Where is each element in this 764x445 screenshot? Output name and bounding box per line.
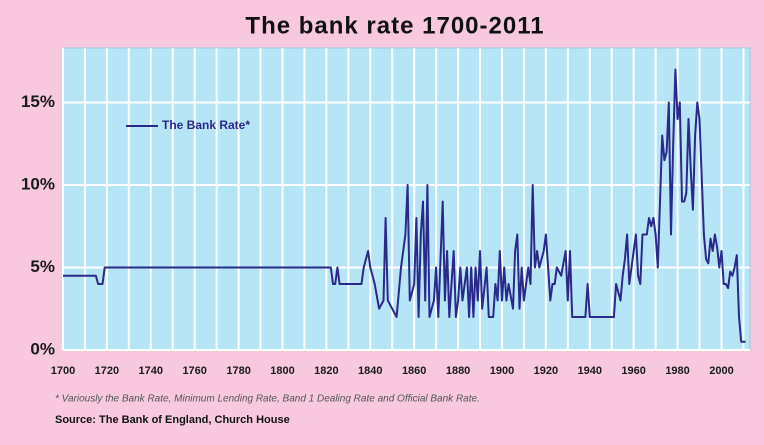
y-tick-label: 0% [30, 339, 55, 358]
x-tick-label: 1920 [534, 365, 558, 377]
x-tick-label: 1900 [490, 365, 514, 377]
x-tick-label: 1740 [139, 365, 163, 377]
x-tick-label: 1860 [402, 365, 426, 377]
footnote: * Variously the Bank Rate, Minimum Lendi… [55, 394, 480, 405]
x-tick-label: 1940 [578, 365, 602, 377]
x-tick-label: 1820 [314, 365, 338, 377]
y-tick-label: 15% [21, 92, 55, 111]
x-tick-label: 1800 [270, 365, 294, 377]
x-tick-label: 1980 [665, 365, 689, 377]
x-tick-label: 2000 [709, 365, 733, 377]
y-tick-label: 10% [21, 174, 55, 193]
x-tick-label: 1700 [51, 365, 75, 377]
x-tick-label: 1720 [95, 365, 119, 377]
line [63, 68, 746, 343]
y-tick-label: 5% [30, 257, 55, 276]
x-tick-label: 1880 [446, 365, 470, 377]
source: Source: The Bank of England, Church Hous… [55, 414, 290, 426]
x-tick-label: 1840 [358, 365, 382, 377]
chart-title: The bank rate 1700-2011 [245, 12, 544, 39]
x-tick-label: 1780 [226, 365, 250, 377]
x-tick-label: 1760 [182, 365, 206, 377]
legend-label: The Bank Rate* [162, 118, 250, 132]
x-tick-label: 1960 [621, 365, 645, 377]
